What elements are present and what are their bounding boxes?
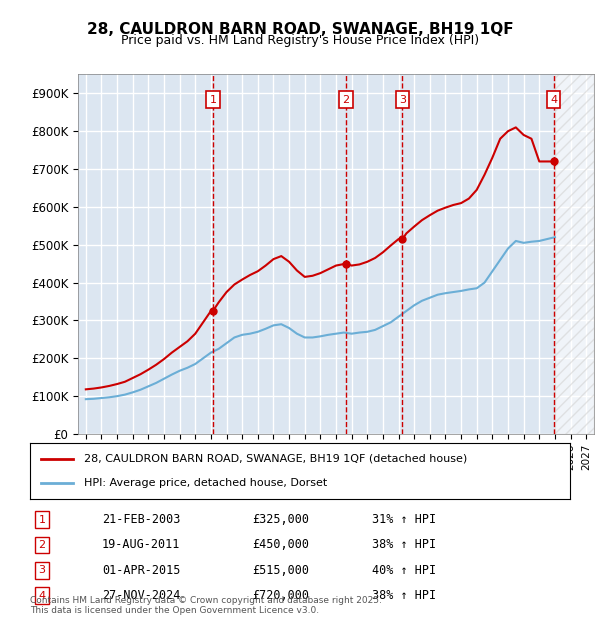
Text: 19-AUG-2011: 19-AUG-2011 (102, 539, 181, 551)
Text: 40% ↑ HPI: 40% ↑ HPI (372, 564, 436, 577)
Text: 3: 3 (38, 565, 46, 575)
Text: £515,000: £515,000 (252, 564, 309, 577)
Text: Price paid vs. HM Land Registry's House Price Index (HPI): Price paid vs. HM Land Registry's House … (121, 34, 479, 47)
Text: 31% ↑ HPI: 31% ↑ HPI (372, 513, 436, 526)
Text: 38% ↑ HPI: 38% ↑ HPI (372, 539, 436, 551)
Text: 28, CAULDRON BARN ROAD, SWANAGE, BH19 1QF (detached house): 28, CAULDRON BARN ROAD, SWANAGE, BH19 1Q… (84, 454, 467, 464)
Text: 4: 4 (38, 591, 46, 601)
Text: Contains HM Land Registry data © Crown copyright and database right 2025.
This d: Contains HM Land Registry data © Crown c… (30, 596, 382, 615)
Text: 1: 1 (38, 515, 46, 525)
Text: 4: 4 (550, 95, 557, 105)
Text: 2: 2 (342, 95, 349, 105)
Text: 28, CAULDRON BARN ROAD, SWANAGE, BH19 1QF: 28, CAULDRON BARN ROAD, SWANAGE, BH19 1Q… (86, 22, 514, 37)
Text: 01-APR-2015: 01-APR-2015 (102, 564, 181, 577)
Text: 21-FEB-2003: 21-FEB-2003 (102, 513, 181, 526)
Text: 27-NOV-2024: 27-NOV-2024 (102, 590, 181, 602)
Text: 1: 1 (209, 95, 217, 105)
Text: 3: 3 (399, 95, 406, 105)
Bar (555, 74, 594, 434)
Text: £720,000: £720,000 (252, 590, 309, 602)
Text: £450,000: £450,000 (252, 539, 309, 551)
Text: £325,000: £325,000 (252, 513, 309, 526)
Text: 38% ↑ HPI: 38% ↑ HPI (372, 590, 436, 602)
Text: HPI: Average price, detached house, Dorset: HPI: Average price, detached house, Dors… (84, 479, 327, 489)
Text: 2: 2 (38, 540, 46, 550)
